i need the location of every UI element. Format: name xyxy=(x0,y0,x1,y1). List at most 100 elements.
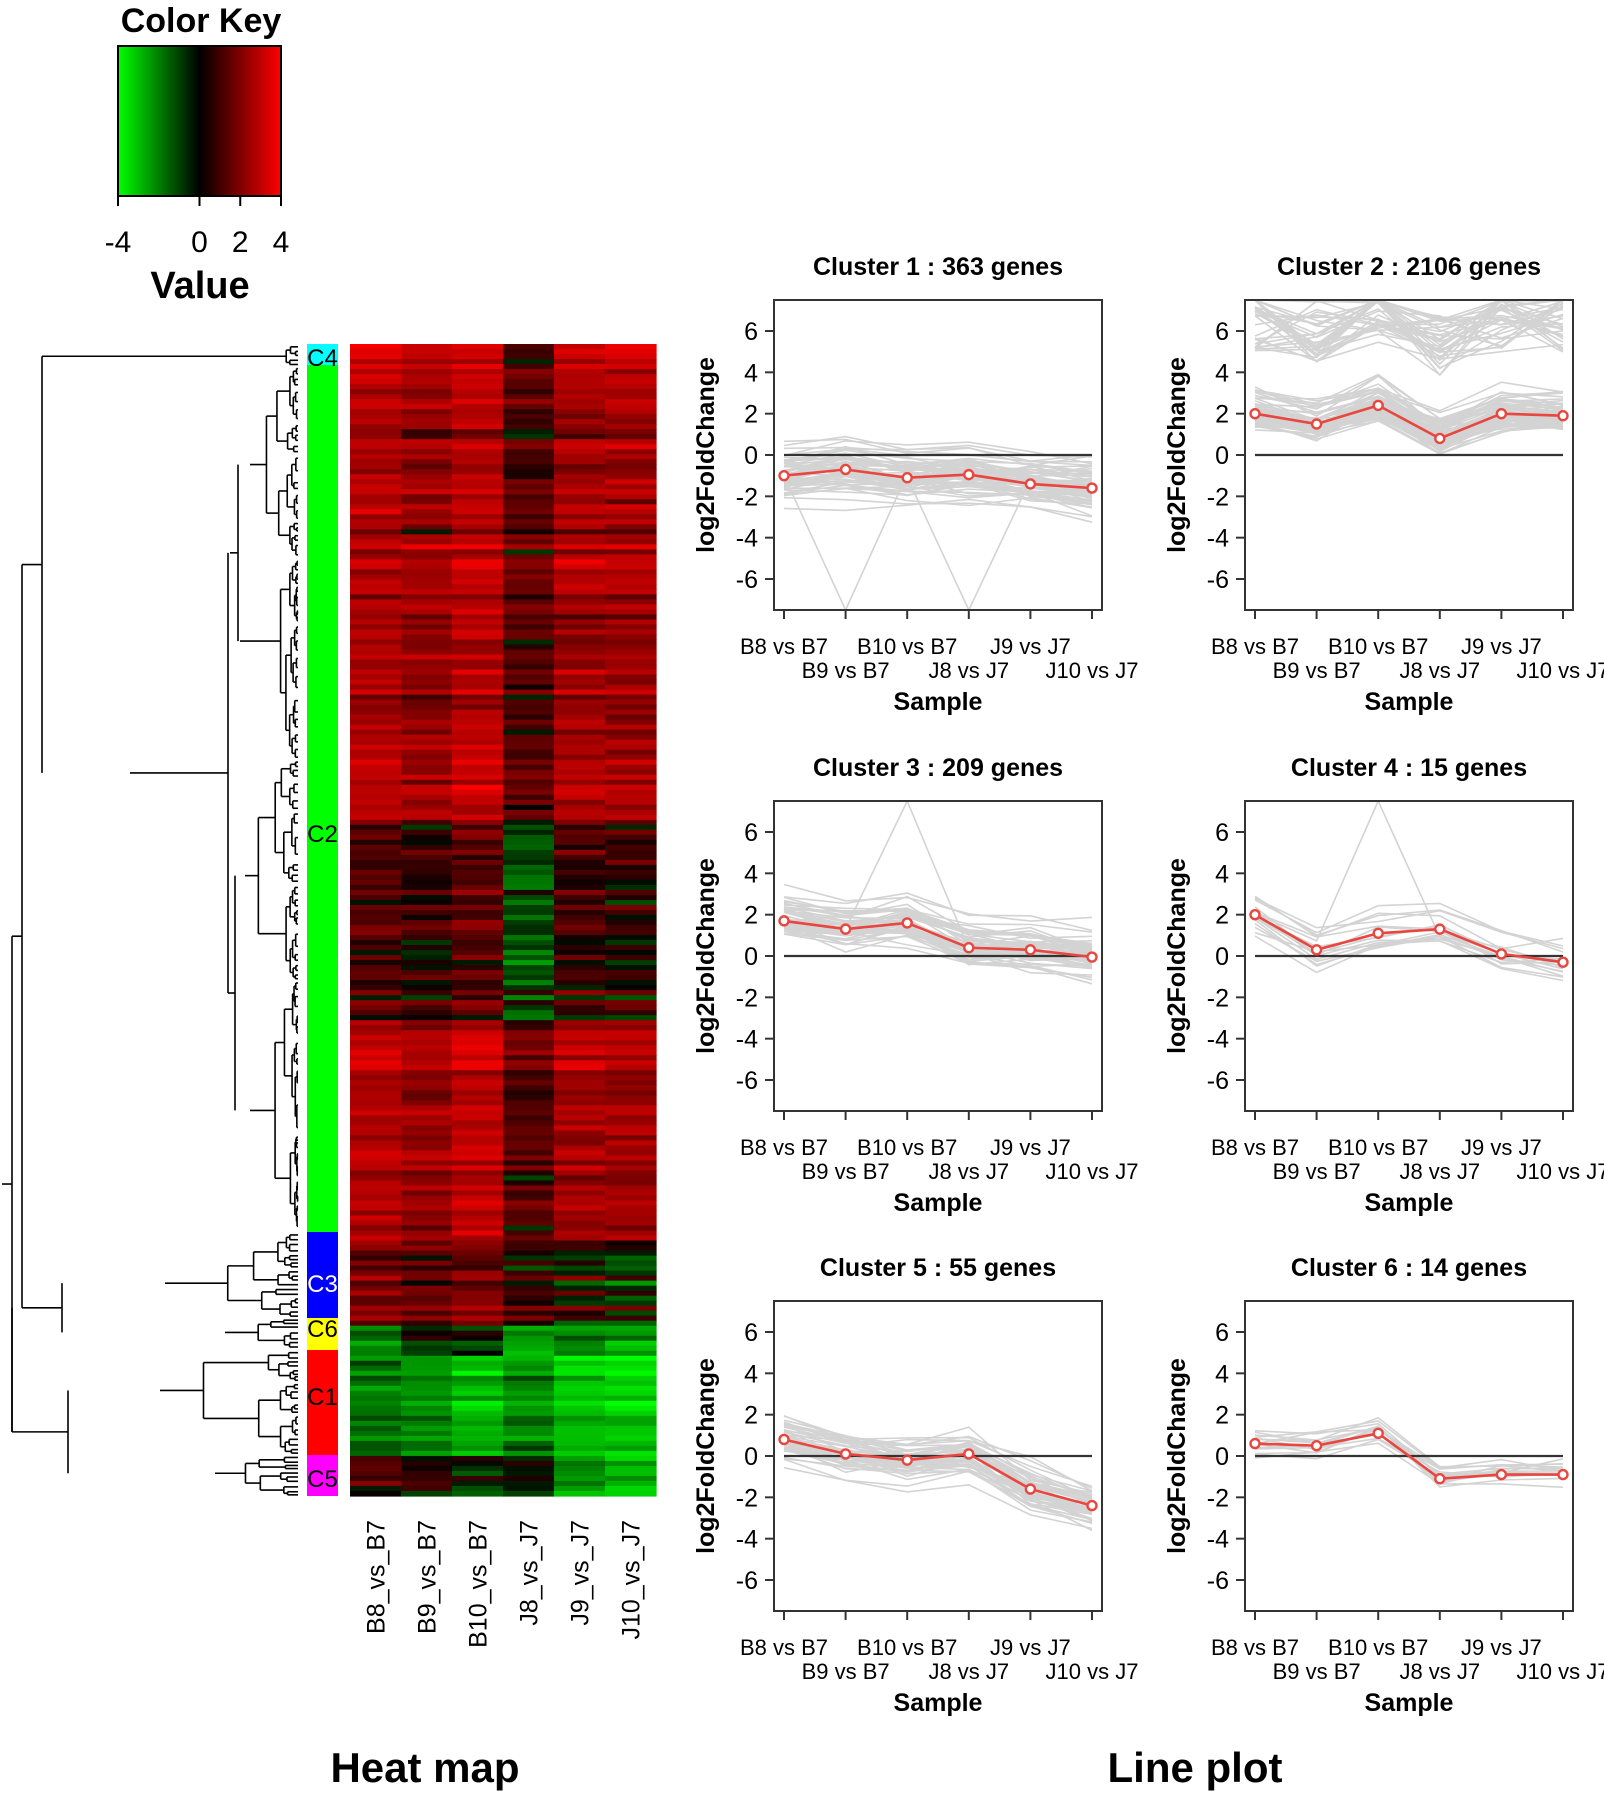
row-dendrogram xyxy=(2,346,299,1496)
plot-title: Cluster 3 : 209 genes xyxy=(813,754,1063,782)
y-tick-label: 0 xyxy=(744,1443,758,1471)
heatmap-cell xyxy=(554,1485,606,1492)
heatmap-cell xyxy=(401,1290,453,1297)
heatmap-cell xyxy=(554,1325,606,1332)
heatmap-cell xyxy=(452,464,504,470)
heatmap-cell xyxy=(452,1435,504,1442)
heatmap-cell xyxy=(350,1280,402,1287)
heatmap-cell xyxy=(401,1145,453,1151)
heatmap-cell xyxy=(554,879,606,886)
heatmap-cell xyxy=(350,479,402,485)
heatmap-cell xyxy=(503,950,555,956)
heatmap-cell xyxy=(452,749,504,756)
heatmap-cell xyxy=(503,975,555,981)
heatmap-cell xyxy=(554,734,606,741)
heatmap-cell xyxy=(452,389,504,395)
heatmap-cell xyxy=(452,1025,504,1031)
mean-point xyxy=(1495,948,1508,960)
x-tick-label: J8 vs J7 xyxy=(928,658,1009,683)
heatmap-cell xyxy=(452,1325,504,1332)
heatmap-cell xyxy=(554,899,606,906)
heatmap-cell xyxy=(401,894,453,901)
heatmap-cell xyxy=(554,474,606,480)
heatmap-cell xyxy=(605,634,657,641)
heatmap-cell xyxy=(554,1045,606,1051)
heatmap-cell xyxy=(554,789,606,796)
heatmap-cell xyxy=(605,1335,657,1342)
x-tick-label: J9 vs J7 xyxy=(1461,1135,1542,1160)
heatmap-cell xyxy=(350,1185,402,1192)
heatmap-cell xyxy=(401,960,453,966)
heatmap-cell xyxy=(401,604,453,611)
heatmap-cell xyxy=(605,1150,657,1157)
heatmap-cell xyxy=(452,1490,504,1497)
heatmap-cell xyxy=(452,824,504,831)
heatmap-cell xyxy=(350,1380,402,1387)
heatmap-cell xyxy=(401,970,453,976)
heatmap-cell xyxy=(605,1405,657,1412)
gene-line xyxy=(783,474,1093,497)
heatmap-cell xyxy=(503,564,555,570)
heatmap-cell xyxy=(605,1220,657,1227)
heatmap-cell xyxy=(452,399,504,405)
heatmap-cell xyxy=(452,1120,504,1126)
heatmap-cell xyxy=(350,1395,402,1402)
heatmap-cell xyxy=(554,1255,606,1262)
heatmap-cell xyxy=(605,594,657,601)
cluster-label-c1: C1 xyxy=(307,1384,338,1411)
heatmap-cell xyxy=(452,689,504,696)
heatmap-cell xyxy=(401,384,453,390)
heatmap-cell xyxy=(605,1125,657,1131)
heatmap-cell xyxy=(605,684,657,691)
heatmap-cell xyxy=(605,1090,657,1096)
heatmap-cell xyxy=(605,1260,657,1267)
gene-line xyxy=(783,440,1093,465)
x-tick-label: B10 vs B7 xyxy=(1328,1135,1428,1160)
heatmap-cell xyxy=(503,1360,555,1367)
heatmap-cell xyxy=(605,1380,657,1387)
heatmap-cell xyxy=(605,1180,657,1187)
heatmap-cell xyxy=(401,1445,453,1452)
gene-line xyxy=(1254,300,1564,366)
heatmap-cell xyxy=(401,704,453,711)
mean-point xyxy=(778,915,790,927)
heatmap-cell xyxy=(401,549,453,555)
heatmap-cell xyxy=(401,1425,453,1432)
heatmap-cell xyxy=(452,414,504,420)
heatmap-cell xyxy=(401,524,453,530)
heatmap-cell xyxy=(452,349,504,355)
heatmap-column-label: B8_vs_B7 xyxy=(363,1520,391,1634)
x-tick-label: B9 vs B7 xyxy=(1273,658,1361,683)
plot-title: Cluster 1 : 363 genes xyxy=(813,253,1063,281)
heatmap-cell xyxy=(605,819,657,826)
heatmap-cell xyxy=(350,1045,402,1051)
heatmap-cell xyxy=(452,980,504,986)
y-tick-label: 0 xyxy=(744,943,758,971)
heatmap-cell xyxy=(401,699,453,706)
heatmap-cell xyxy=(554,1450,606,1457)
heatmap-cell xyxy=(452,714,504,721)
heatmap-cell xyxy=(554,1315,606,1322)
heatmap-cell xyxy=(452,1095,504,1101)
heatmap-cell xyxy=(503,384,555,390)
heatmap-cell xyxy=(554,854,606,861)
cluster-label-c4: C4 xyxy=(307,345,338,372)
heatmap-cell xyxy=(350,1365,402,1372)
heatmap-cell xyxy=(503,955,555,961)
heatmap-cell xyxy=(554,634,606,641)
heatmap-cell xyxy=(350,519,402,525)
heatmap-cell xyxy=(503,1055,555,1061)
heatmap-cell xyxy=(554,519,606,525)
heatmap-cell xyxy=(401,995,453,1001)
heatmap-cell xyxy=(452,1155,504,1162)
color-key-gradient xyxy=(117,45,282,197)
heatmap-cell xyxy=(554,975,606,981)
heatmap-cell xyxy=(605,534,657,540)
y-tick-label: -2 xyxy=(1207,984,1229,1012)
cluster-label-c5: C5 xyxy=(307,1466,338,1493)
heatmap-cell xyxy=(452,619,504,626)
heatmap-cell xyxy=(401,434,453,440)
heatmap-cell xyxy=(503,1290,555,1297)
mean-point xyxy=(1086,951,1098,963)
